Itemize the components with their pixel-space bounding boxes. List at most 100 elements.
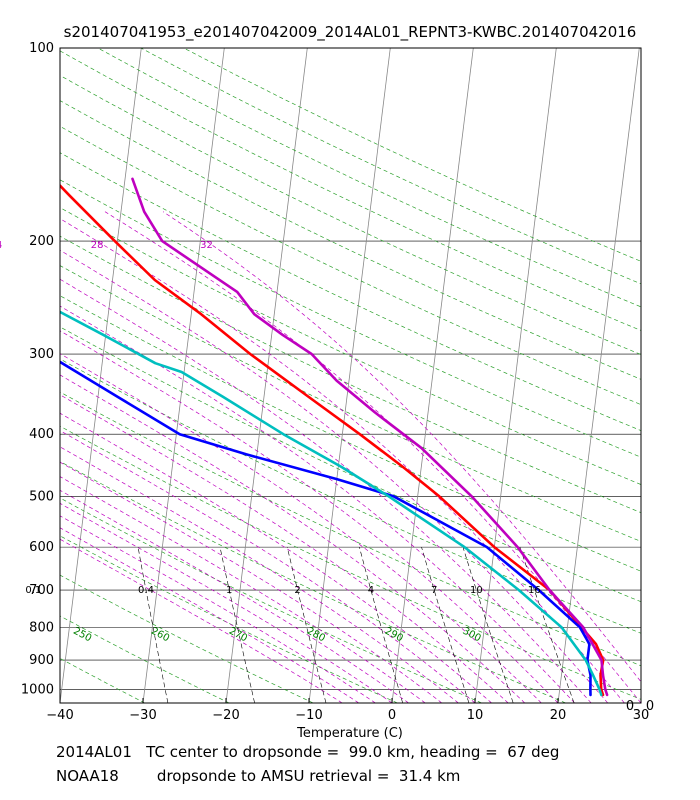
mixing-ratio-label: 0.1 xyxy=(25,585,41,596)
isotherm-line xyxy=(308,48,391,703)
moist-adiabat-line xyxy=(60,412,492,703)
x-tick-label: 10 xyxy=(467,708,484,723)
moist-adiabat-line xyxy=(60,502,393,703)
mixing-ratio-label: 2 xyxy=(294,585,300,596)
dry-adiabat-label: 280 xyxy=(305,626,327,645)
moist-adiabat-line xyxy=(60,461,443,703)
x-tick-label: −30 xyxy=(129,708,156,723)
dry-adiabat-line xyxy=(140,48,641,285)
moist-adiabat-line xyxy=(60,249,609,703)
moist-adiabat-line xyxy=(60,430,476,703)
moist-adiabat-line xyxy=(60,489,409,703)
dry-adiabat-line xyxy=(60,179,641,458)
moist-adiabat-line xyxy=(60,527,359,703)
mixing-ratio-label: 0.4 xyxy=(138,585,154,596)
x-tick-label: 0 xyxy=(388,708,396,723)
mixing-ratio-line xyxy=(359,547,403,703)
dry-adiabat-label: 260 xyxy=(149,626,171,645)
moist-adiabat-line xyxy=(104,211,641,703)
x-axis-label: Temperature (C) xyxy=(296,726,403,741)
sounding-line-4 xyxy=(131,177,609,697)
mixing-ratio-label: 1 xyxy=(226,585,232,596)
dry-adiabat-line xyxy=(60,50,641,331)
footer-line-2: NOAA18 dropsonde to AMSU retrieval = 31.… xyxy=(56,767,460,785)
moist-adiabat-line xyxy=(60,278,592,703)
isotherm-line xyxy=(391,48,474,703)
dry-adiabat-line xyxy=(60,295,641,572)
background-line-labels: 0.10.41247101625026027028029030081216202… xyxy=(0,240,541,644)
x-tick-label: −10 xyxy=(295,708,322,723)
y-tick-label: 400 xyxy=(29,427,54,442)
dry-adiabat-label: 300 xyxy=(461,626,483,645)
y-tick-label: 300 xyxy=(29,347,54,362)
sounding-line-3 xyxy=(60,310,603,697)
mixing-ratio-line xyxy=(462,547,514,703)
y-tick-label: 500 xyxy=(29,489,54,504)
x-tick-label: −40 xyxy=(46,708,73,723)
moist-adiabat-label: 28 xyxy=(91,240,104,251)
moist-adiabat-line xyxy=(60,218,625,703)
moist-adiabat-line xyxy=(60,374,526,703)
moist-adiabat-line xyxy=(60,515,376,703)
dry-adiabat-label: 250 xyxy=(71,626,93,645)
isotherm-line xyxy=(640,699,641,703)
moist-adiabat-label: 24 xyxy=(0,240,2,251)
moist-adiabat-line xyxy=(60,476,426,703)
dry-adiabat-line xyxy=(60,391,641,667)
dry-adiabat-line xyxy=(183,48,641,262)
isotherm-line xyxy=(60,48,142,703)
moist-adiabat-line xyxy=(162,211,641,683)
isotherm-line xyxy=(557,48,640,703)
moist-adiabat-line xyxy=(60,330,559,703)
mixing-ratio-line xyxy=(519,547,575,703)
dry-adiabat-line xyxy=(60,574,314,703)
dry-adiabat-line xyxy=(60,702,61,703)
moist-adiabat-line xyxy=(60,394,509,703)
dry-adiabat-line xyxy=(60,75,641,355)
isotherm-line xyxy=(474,48,557,703)
moist-adiabat-line xyxy=(60,353,542,703)
x-tick-label: −20 xyxy=(212,708,239,723)
moist-adiabat-label: 32 xyxy=(200,240,213,251)
y-tick-label: 100 xyxy=(29,41,54,56)
isotherm-line xyxy=(0,48,58,703)
mixing-ratio-label: 7 xyxy=(431,585,437,596)
corner-label-1: 0 xyxy=(626,699,634,714)
moist-adiabat-line xyxy=(60,538,343,703)
y-tick-label: 900 xyxy=(29,653,54,668)
background-lines xyxy=(0,48,641,703)
dry-adiabat-line xyxy=(60,535,398,703)
moist-adiabat-line xyxy=(60,305,575,703)
chart-title: s201407041953_e201407042009_2014AL01_REP… xyxy=(64,23,637,42)
y-tick-label: 700 xyxy=(29,583,54,598)
mixing-ratio-line xyxy=(421,547,470,703)
corner-label-2: 0 xyxy=(646,699,654,714)
mixing-ratio-line xyxy=(137,547,169,703)
mixing-ratio-label: 16 xyxy=(528,585,541,596)
dry-adiabat-line xyxy=(60,615,230,703)
dry-adiabat-line xyxy=(60,152,641,431)
dry-adiabat-line xyxy=(60,461,566,703)
moist-adiabat-line xyxy=(60,446,459,703)
sounding-line-2 xyxy=(60,360,592,697)
x-tick-label: 20 xyxy=(550,708,567,723)
dry-adiabat-line xyxy=(60,265,641,542)
y-tick-label: 800 xyxy=(29,620,54,635)
y-tick-label: 1000 xyxy=(21,682,54,697)
x-tick-label: 30 xyxy=(633,708,650,723)
dry-adiabat-label: 270 xyxy=(227,626,249,645)
plot-frame xyxy=(59,47,642,704)
mixing-ratio-label: 4 xyxy=(368,585,374,596)
isotherm-line xyxy=(225,48,308,703)
mixing-ratio-line xyxy=(219,547,255,703)
dry-adiabat-line xyxy=(60,425,641,700)
y-tick-label: 200 xyxy=(29,234,54,249)
footer-line-1: 2014AL01 TC center to dropsonde = 99.0 k… xyxy=(56,743,559,761)
isotherm-line xyxy=(142,48,225,703)
sounding-line-1 xyxy=(60,183,605,697)
dry-adiabat-line xyxy=(60,235,641,514)
sounding-series xyxy=(60,177,609,697)
y-tick-label: 600 xyxy=(29,540,54,555)
mixing-ratio-line xyxy=(286,547,327,703)
